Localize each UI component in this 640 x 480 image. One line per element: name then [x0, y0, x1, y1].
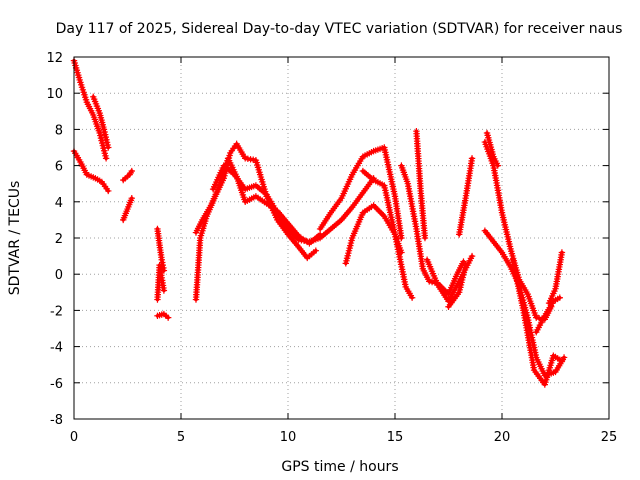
- axes: 0 5 10 15 20 25 -8 -6 -4 -2 0 2 4 6 8 10 12: [46, 51, 617, 445]
- series-track-18: [445, 261, 469, 310]
- y-tick-label: 8: [55, 123, 63, 138]
- x-tick-label: 5: [177, 430, 185, 445]
- y-tick-label: -4: [50, 341, 63, 356]
- series-track-24: [533, 294, 563, 336]
- plus-markers: [423, 252, 476, 305]
- x-tick-label: 15: [387, 430, 404, 445]
- y-tick-label: 10: [46, 87, 63, 102]
- plus-markers: [209, 162, 377, 245]
- x-tick-label: 25: [601, 430, 618, 445]
- plus-markers: [154, 225, 168, 274]
- series-track-14: [359, 167, 416, 301]
- grid-lines: [74, 57, 609, 419]
- y-tick-label: 2: [55, 232, 63, 247]
- series-track-9: [192, 140, 320, 303]
- plus-markers: [533, 294, 563, 336]
- series-track-17: [423, 252, 476, 305]
- series-track-4: [120, 167, 135, 184]
- series-track-11: [209, 162, 377, 245]
- series-track-1: [70, 57, 110, 162]
- plus-markers: [154, 261, 168, 303]
- x-tick-label: 20: [494, 430, 511, 445]
- series-track-15: [398, 162, 467, 298]
- series-track-12: [316, 144, 405, 242]
- plus-markers: [483, 129, 501, 169]
- data-series: [70, 57, 568, 388]
- plus-markers: [545, 249, 566, 307]
- series-track-19: [456, 155, 476, 238]
- plus-markers: [413, 128, 429, 242]
- y-tick-label: -8: [50, 413, 63, 428]
- plus-markers: [154, 310, 172, 321]
- plus-markers: [120, 194, 135, 224]
- series-track-8: [154, 310, 172, 321]
- plus-markers: [192, 140, 320, 303]
- y-tick-label: 0: [55, 268, 63, 283]
- series-track-6: [154, 225, 168, 274]
- plus-markers: [509, 256, 566, 388]
- plus-markers: [398, 162, 467, 298]
- x-axis-label: GPS time / hours: [281, 459, 398, 475]
- plus-markers: [445, 261, 469, 310]
- y-tick-label: 4: [55, 196, 63, 211]
- series-track-2: [90, 93, 112, 151]
- plus-markers: [316, 144, 405, 242]
- plus-markers: [481, 138, 555, 323]
- plus-markers: [70, 57, 110, 162]
- x-tick-label: 0: [70, 430, 78, 445]
- y-tick-label: 12: [46, 51, 63, 66]
- plus-markers: [359, 167, 416, 301]
- y-tick-label: -2: [50, 304, 63, 319]
- y-tick-label: 6: [55, 160, 63, 175]
- series-track-23: [509, 256, 566, 388]
- series-track-21: [483, 129, 501, 169]
- plus-markers: [456, 155, 476, 238]
- y-axis-label: SDTVAR / TECUs: [7, 181, 23, 296]
- series-track-7: [154, 261, 168, 303]
- series-track-25: [545, 249, 566, 307]
- y-tick-label: -6: [50, 377, 63, 392]
- series-track-16: [413, 128, 429, 242]
- series-track-5: [120, 194, 135, 224]
- plus-markers: [120, 167, 135, 184]
- x-tick-label: 10: [280, 430, 297, 445]
- series-trace: [534, 295, 562, 334]
- plus-markers: [90, 93, 112, 151]
- series-track-20: [481, 138, 555, 323]
- chart-title: Day 117 of 2025, Sidereal Day-to-day VTE…: [56, 21, 623, 37]
